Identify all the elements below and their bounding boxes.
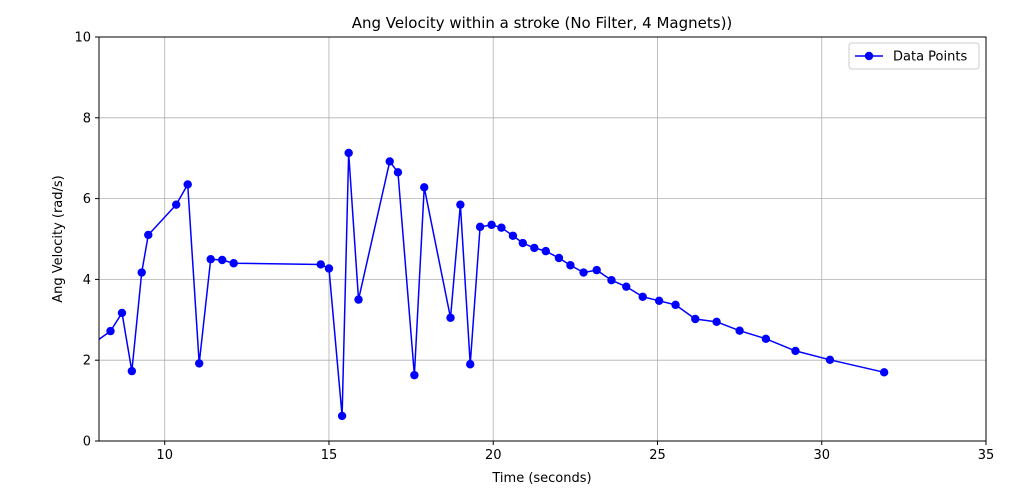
x-tick-label: 25 — [649, 448, 666, 463]
x-tick-label: 10 — [156, 448, 173, 463]
data-point — [579, 268, 588, 277]
data-point — [337, 411, 347, 421]
data-point — [456, 200, 465, 209]
data-point — [825, 355, 835, 364]
data-point — [324, 264, 334, 273]
data-point — [622, 282, 631, 291]
data-point — [879, 368, 889, 377]
data-point — [88, 340, 96, 348]
data-point — [712, 317, 721, 327]
data-point — [420, 183, 429, 192]
data-point — [172, 200, 181, 209]
data-point — [508, 231, 518, 240]
data-point — [466, 360, 475, 369]
data-point — [106, 326, 115, 336]
legend-marker-swatch — [864, 51, 874, 61]
series-layer — [88, 148, 889, 421]
legend-label: Data Points — [893, 50, 967, 65]
data-point — [446, 313, 455, 322]
y-tick-label: 10 — [74, 31, 91, 46]
data-point — [518, 238, 527, 248]
data-point — [206, 255, 215, 264]
data-point — [554, 253, 564, 263]
x-tick-label: 15 — [321, 448, 338, 463]
data-point — [385, 157, 394, 166]
data-point — [530, 243, 539, 253]
data-point — [566, 261, 575, 270]
plot-area — [99, 37, 986, 441]
x-tick-label: 30 — [813, 448, 830, 463]
x-tick-label: 20 — [485, 448, 502, 463]
data-point — [183, 180, 192, 189]
y-tick-label: 6 — [83, 192, 91, 207]
data-point — [497, 223, 506, 232]
data-point — [217, 255, 227, 265]
data-point — [393, 168, 403, 177]
data-point — [229, 259, 238, 268]
plot-frame — [98, 36, 987, 442]
data-point — [344, 148, 353, 158]
data-point — [541, 246, 550, 256]
y-tick-label: 4 — [83, 273, 91, 288]
data-point — [638, 292, 647, 301]
data-point — [137, 268, 146, 277]
data-point — [735, 326, 744, 335]
data-point — [592, 265, 601, 275]
x-tick-label: 35 — [978, 448, 995, 463]
data-point — [487, 220, 496, 230]
data-point — [127, 366, 137, 376]
legend: Data Points — [848, 42, 980, 70]
data-point — [761, 334, 771, 343]
data-point — [410, 370, 419, 380]
data-point — [195, 359, 204, 368]
data-point — [691, 314, 700, 324]
data-point — [316, 260, 325, 269]
y-tick-label: 2 — [83, 354, 91, 369]
data-point — [671, 300, 680, 310]
data-point — [654, 296, 664, 306]
y-axis-title: Ang Velocity (rad/s) — [51, 175, 66, 303]
y-tick-label: 0 — [83, 435, 91, 450]
data-point — [117, 308, 127, 318]
legend-box — [848, 42, 980, 70]
axis-ticks: 10 15 20 25 30 35 0 2 4 6 8 10 — [74, 31, 994, 464]
data-point — [354, 295, 363, 304]
data-point — [144, 230, 153, 240]
data-point — [475, 222, 485, 232]
data-point — [607, 276, 616, 285]
chart-title: Ang Velocity within a stroke (No Filter,… — [352, 14, 733, 32]
x-axis-title: Time (seconds) — [491, 471, 591, 486]
data-point — [791, 346, 800, 356]
y-tick-label: 8 — [83, 111, 91, 126]
